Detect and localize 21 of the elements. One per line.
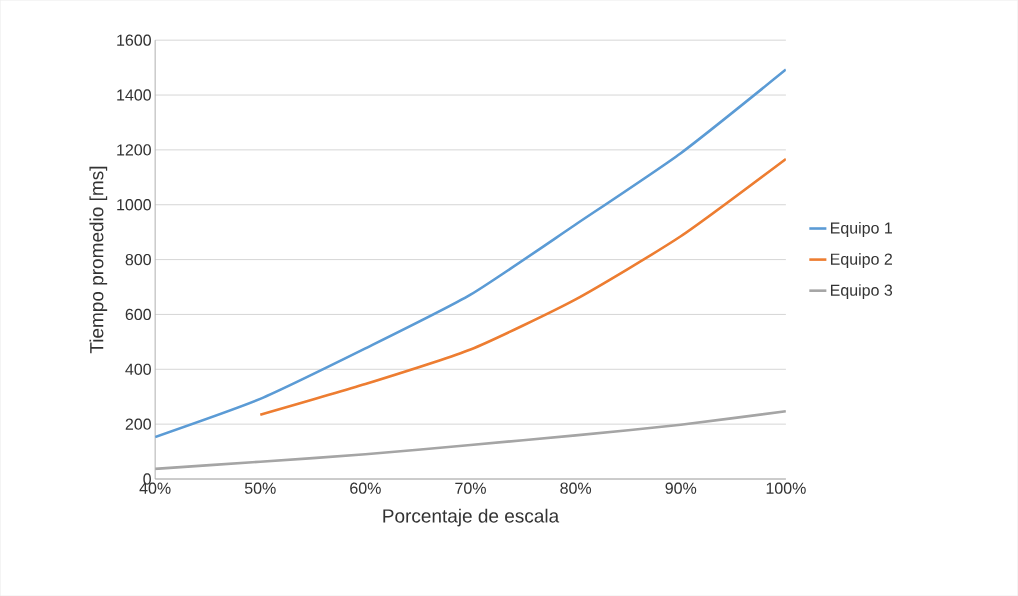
line-series [258, 157, 786, 417]
y-tick-label: 800 [125, 253, 151, 266]
y-tick-label: 1400 [117, 89, 151, 101]
x-tick-label: 100% [766, 482, 806, 494]
x-axis-title: Porcentaje de escala [383, 508, 560, 527]
y-tick-label: 1600 [117, 34, 151, 46]
legend-label: Equipo 1 [830, 221, 892, 237]
legend-label: Equipo 3 [830, 284, 893, 299]
y-tick-label: 600 [125, 308, 151, 321]
x-tick-label: 50% [244, 482, 276, 494]
x-tick-label: 70% [455, 482, 486, 494]
y-axis-title: Tiempo promedio [ms] [89, 166, 108, 354]
y-tick-label: 400 [125, 363, 151, 375]
line-series [155, 68, 786, 439]
x-tick-label: 90% [665, 482, 697, 494]
y-tick-label: 200 [125, 418, 151, 430]
y-tick-label: 1200 [117, 144, 151, 156]
x-tick-label: 80% [560, 482, 592, 494]
legend-label: Equipo 2 [830, 252, 892, 268]
x-tick-label: 60% [350, 482, 381, 494]
y-tick-label: 1000 [117, 199, 151, 211]
